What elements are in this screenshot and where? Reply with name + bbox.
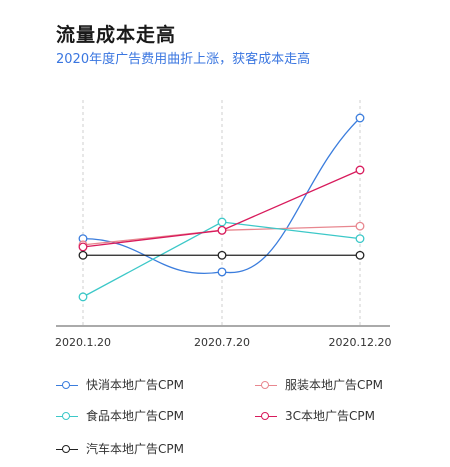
data-point-4-0 (78, 250, 88, 260)
data-point-2-1 (217, 217, 227, 227)
chart-subtitle: 2020年度广告费用曲折上涨，获客成本走高 (56, 52, 311, 67)
x-tick-label-2: 2020.12.20 (329, 336, 392, 349)
data-point-2-0 (78, 292, 88, 302)
data-point-3-0 (78, 242, 88, 252)
data-point-0-2 (355, 113, 365, 123)
data-point-2-2 (355, 234, 365, 244)
data-point-4-2 (355, 250, 365, 260)
data-point-4-1 (217, 250, 227, 260)
data-point-3-1 (217, 225, 227, 235)
x-tick-label-0: 2020.1.20 (55, 336, 111, 349)
data-point-0-1 (217, 267, 227, 277)
data-point-1-2 (355, 221, 365, 231)
x-tick-label-1: 2020.7.20 (194, 336, 250, 349)
chart-title: 流量成本走高 (56, 24, 177, 46)
data-point-3-2 (355, 165, 365, 175)
